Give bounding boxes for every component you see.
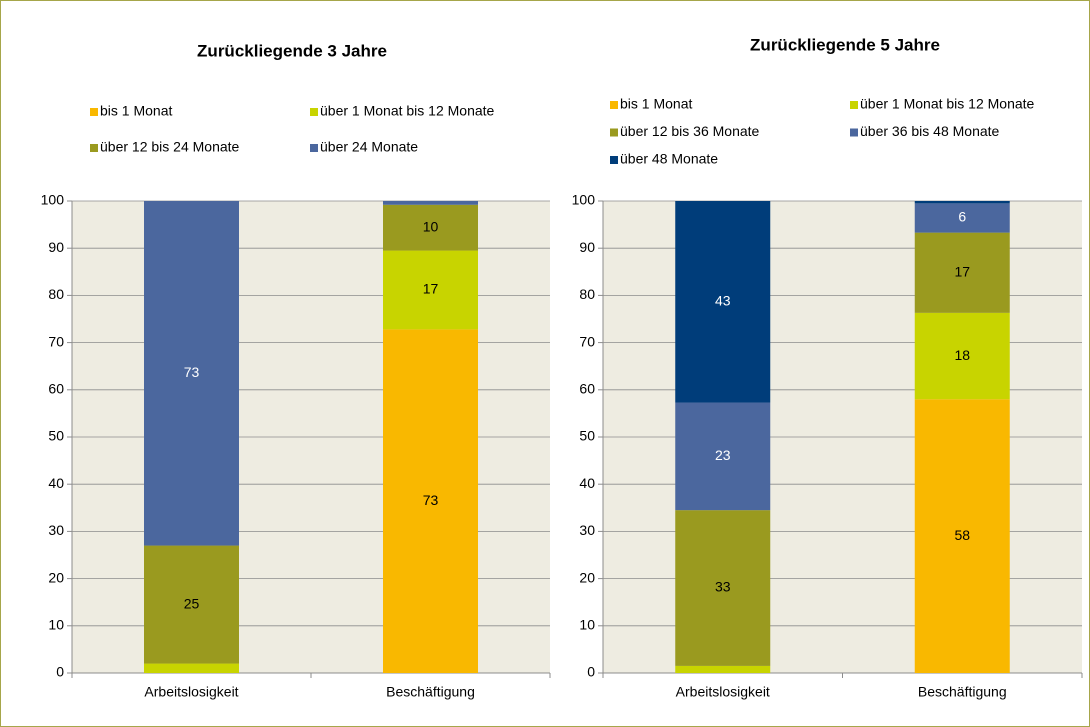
bar-segment: [383, 329, 478, 673]
chart-title: Zurückliegende 3 Jahre: [197, 41, 387, 60]
data-label: 73: [184, 364, 200, 380]
y-tick-label: 30: [48, 522, 64, 538]
data-label: 58: [954, 527, 970, 543]
y-tick-label: 10: [579, 617, 595, 633]
data-label: 33: [715, 579, 731, 595]
legend-swatch: [310, 144, 318, 152]
y-tick-label: 80: [48, 286, 64, 302]
bar-segment: [144, 663, 239, 673]
y-tick-label: 60: [579, 381, 595, 397]
y-tick-label: 20: [48, 569, 64, 585]
y-tick-label: 0: [587, 664, 595, 680]
bar-segment: [914, 312, 1010, 400]
y-tick-label: 10: [48, 617, 64, 633]
data-label: 73: [423, 492, 439, 508]
bar-segment: [914, 399, 1010, 673]
y-tick-label: 20: [579, 569, 595, 585]
legend-swatch: [90, 108, 98, 116]
x-tick-label: Arbeitslosigkeit: [144, 684, 238, 700]
data-label: 43: [715, 292, 731, 308]
bar-segment: [383, 204, 478, 251]
x-tick-label: Arbeitslosigkeit: [676, 684, 770, 700]
legend-label: bis 1 Monat: [100, 103, 172, 119]
y-tick-label: 30: [579, 522, 595, 538]
legend-label: über 36 bis 48 Monate: [860, 123, 1000, 139]
y-tick-label: 70: [579, 333, 595, 349]
legend-label: über 12 bis 24 Monate: [100, 139, 240, 155]
bar-segment: [144, 201, 239, 546]
y-tick-label: 50: [579, 428, 595, 444]
data-label: 10: [423, 218, 439, 234]
legend-label: bis 1 Monat: [620, 96, 692, 112]
x-tick-label: Beschäftigung: [918, 684, 1007, 700]
y-tick-label: 90: [48, 239, 64, 255]
y-tick-label: 100: [41, 192, 65, 208]
legend-label: über 24 Monate: [320, 139, 418, 155]
legend-label: über 48 Monate: [620, 151, 718, 167]
data-label: 18: [954, 347, 970, 363]
legend-label: über 12 bis 36 Monate: [620, 123, 760, 139]
data-label: 6: [958, 209, 966, 225]
legend-swatch: [850, 101, 858, 109]
legend-swatch: [610, 128, 618, 137]
y-tick-label: 90: [579, 239, 595, 255]
chart-title: Zurückliegende 5 Jahre: [750, 35, 940, 54]
y-tick-label: 60: [48, 381, 64, 397]
legend-swatch: [310, 108, 318, 116]
bar-segment: [675, 402, 771, 511]
bar-segment: [383, 201, 478, 205]
x-tick-label: Beschäftigung: [386, 684, 475, 700]
y-tick-label: 40: [48, 475, 64, 491]
data-label: 17: [954, 263, 970, 279]
data-label: 25: [184, 595, 200, 611]
bar-segment: [675, 201, 771, 403]
y-tick-label: 100: [572, 192, 596, 208]
bar-segment: [675, 510, 771, 666]
legend-label: über 1 Monat bis 12 Monate: [860, 96, 1035, 112]
bar-segment: [914, 201, 1010, 204]
bar-segment: [383, 250, 478, 330]
y-tick-label: 80: [579, 286, 595, 302]
y-tick-label: 70: [48, 333, 64, 349]
y-tick-label: 50: [48, 428, 64, 444]
legend-swatch: [90, 144, 98, 152]
legend-label: über 1 Monat bis 12 Monate: [320, 103, 495, 119]
bar-segment: [675, 665, 771, 673]
data-label: 23: [715, 447, 731, 463]
y-tick-label: 0: [56, 664, 64, 680]
bar-segment: [914, 203, 1010, 233]
legend-swatch: [610, 101, 618, 109]
bar-segment: [144, 545, 239, 664]
y-tick-label: 40: [579, 475, 595, 491]
bar-segment: [914, 232, 1010, 313]
legend-swatch: [610, 156, 618, 164]
legend-swatch: [850, 128, 858, 137]
data-label: 17: [423, 281, 439, 297]
